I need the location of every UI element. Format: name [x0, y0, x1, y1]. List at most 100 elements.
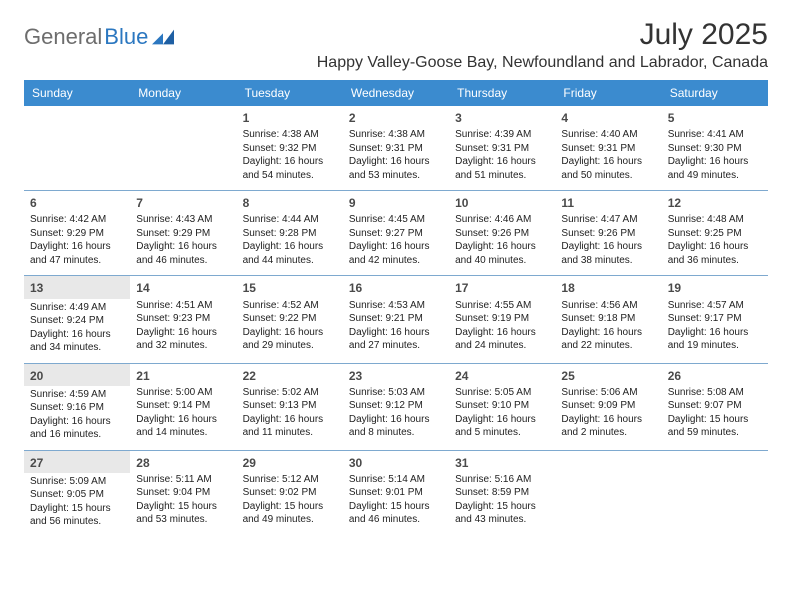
day-number: 3	[455, 110, 549, 126]
calendar-empty-cell	[24, 106, 130, 190]
day-number: 2	[349, 110, 443, 126]
logo-flag-icon	[152, 29, 174, 45]
location: Happy Valley-Goose Bay, Newfoundland and…	[317, 54, 768, 72]
daylight-text: Daylight: 16 hours and 50 minutes.	[561, 155, 655, 182]
calendar-day-cell: 4Sunrise: 4:40 AMSunset: 9:31 PMDaylight…	[555, 106, 661, 190]
sunset-text: Sunset: 9:05 PM	[30, 488, 124, 502]
sunset-text: Sunset: 9:12 PM	[349, 399, 443, 413]
sunset-text: Sunset: 9:24 PM	[30, 314, 124, 328]
sunset-text: Sunset: 9:04 PM	[136, 486, 230, 500]
calendar-day-cell: 21Sunrise: 5:00 AMSunset: 9:14 PMDayligh…	[130, 364, 236, 450]
daylight-text: Daylight: 15 hours and 56 minutes.	[30, 502, 124, 529]
sunset-text: Sunset: 9:21 PM	[349, 312, 443, 326]
weekday-header: Monday	[130, 80, 236, 106]
sunrise-text: Sunrise: 4:48 AM	[668, 213, 762, 227]
day-number: 22	[243, 368, 337, 384]
sunset-text: Sunset: 9:22 PM	[243, 312, 337, 326]
calendar-day-cell: 24Sunrise: 5:05 AMSunset: 9:10 PMDayligh…	[449, 364, 555, 450]
sunrise-text: Sunrise: 4:55 AM	[455, 299, 549, 313]
daylight-text: Daylight: 16 hours and 44 minutes.	[243, 240, 337, 267]
sunrise-text: Sunrise: 4:51 AM	[136, 299, 230, 313]
sunrise-text: Sunrise: 4:56 AM	[561, 299, 655, 313]
day-number: 25	[561, 368, 655, 384]
sunset-text: Sunset: 9:17 PM	[668, 312, 762, 326]
daylight-text: Daylight: 15 hours and 46 minutes.	[349, 500, 443, 527]
calendar-day-cell: 27Sunrise: 5:09 AMSunset: 9:05 PMDayligh…	[24, 451, 130, 537]
sunset-text: Sunset: 9:16 PM	[30, 401, 124, 415]
daylight-text: Daylight: 16 hours and 32 minutes.	[136, 326, 230, 353]
daylight-text: Daylight: 16 hours and 5 minutes.	[455, 413, 549, 440]
sunrise-text: Sunrise: 4:53 AM	[349, 299, 443, 313]
daylight-text: Daylight: 16 hours and 11 minutes.	[243, 413, 337, 440]
weekday-header: Wednesday	[343, 80, 449, 106]
header: General Blue July 2025 Happy Valley-Goos…	[24, 18, 768, 72]
day-number: 10	[455, 195, 549, 211]
calendar-day-cell: 7Sunrise: 4:43 AMSunset: 9:29 PMDaylight…	[130, 191, 236, 275]
sunrise-text: Sunrise: 5:02 AM	[243, 386, 337, 400]
daylight-text: Daylight: 16 hours and 53 minutes.	[349, 155, 443, 182]
daylight-text: Daylight: 16 hours and 46 minutes.	[136, 240, 230, 267]
daylight-text: Daylight: 16 hours and 54 minutes.	[243, 155, 337, 182]
weekday-header: Sunday	[24, 80, 130, 106]
daylight-text: Daylight: 16 hours and 42 minutes.	[349, 240, 443, 267]
sunset-text: Sunset: 9:30 PM	[668, 142, 762, 156]
sunset-text: Sunset: 9:31 PM	[561, 142, 655, 156]
calendar-day-cell: 15Sunrise: 4:52 AMSunset: 9:22 PMDayligh…	[237, 276, 343, 362]
calendar-day-cell: 17Sunrise: 4:55 AMSunset: 9:19 PMDayligh…	[449, 276, 555, 362]
sunset-text: Sunset: 9:13 PM	[243, 399, 337, 413]
sunrise-text: Sunrise: 4:42 AM	[30, 213, 124, 227]
sunrise-text: Sunrise: 4:38 AM	[349, 128, 443, 142]
day-number: 5	[668, 110, 762, 126]
calendar-day-cell: 9Sunrise: 4:45 AMSunset: 9:27 PMDaylight…	[343, 191, 449, 275]
calendar-day-cell: 20Sunrise: 4:59 AMSunset: 9:16 PMDayligh…	[24, 364, 130, 450]
sunset-text: Sunset: 9:32 PM	[243, 142, 337, 156]
calendar-day-cell: 13Sunrise: 4:49 AMSunset: 9:24 PMDayligh…	[24, 276, 130, 362]
calendar-empty-cell	[662, 451, 768, 537]
calendar-day-cell: 26Sunrise: 5:08 AMSunset: 9:07 PMDayligh…	[662, 364, 768, 450]
month-title: July 2025	[317, 18, 768, 52]
sunset-text: Sunset: 9:31 PM	[349, 142, 443, 156]
daylight-text: Daylight: 15 hours and 43 minutes.	[455, 500, 549, 527]
sunrise-text: Sunrise: 5:16 AM	[455, 473, 549, 487]
calendar: SundayMondayTuesdayWednesdayThursdayFrid…	[24, 80, 768, 537]
sunset-text: Sunset: 9:26 PM	[455, 227, 549, 241]
calendar-day-cell: 23Sunrise: 5:03 AMSunset: 9:12 PMDayligh…	[343, 364, 449, 450]
calendar-day-cell: 8Sunrise: 4:44 AMSunset: 9:28 PMDaylight…	[237, 191, 343, 275]
calendar-week-row: 1Sunrise: 4:38 AMSunset: 9:32 PMDaylight…	[24, 106, 768, 191]
sunset-text: Sunset: 9:07 PM	[668, 399, 762, 413]
daylight-text: Daylight: 16 hours and 51 minutes.	[455, 155, 549, 182]
sunrise-text: Sunrise: 4:57 AM	[668, 299, 762, 313]
calendar-day-cell: 14Sunrise: 4:51 AMSunset: 9:23 PMDayligh…	[130, 276, 236, 362]
daylight-text: Daylight: 16 hours and 49 minutes.	[668, 155, 762, 182]
calendar-week-row: 20Sunrise: 4:59 AMSunset: 9:16 PMDayligh…	[24, 364, 768, 451]
sunrise-text: Sunrise: 5:00 AM	[136, 386, 230, 400]
calendar-day-cell: 3Sunrise: 4:39 AMSunset: 9:31 PMDaylight…	[449, 106, 555, 190]
daylight-text: Daylight: 16 hours and 24 minutes.	[455, 326, 549, 353]
calendar-day-cell: 1Sunrise: 4:38 AMSunset: 9:32 PMDaylight…	[237, 106, 343, 190]
sunset-text: Sunset: 9:29 PM	[30, 227, 124, 241]
day-number: 18	[561, 280, 655, 296]
sunset-text: Sunset: 9:09 PM	[561, 399, 655, 413]
day-number: 14	[136, 280, 230, 296]
day-number: 1	[243, 110, 337, 126]
calendar-day-cell: 11Sunrise: 4:47 AMSunset: 9:26 PMDayligh…	[555, 191, 661, 275]
day-number: 7	[136, 195, 230, 211]
daylight-text: Daylight: 16 hours and 2 minutes.	[561, 413, 655, 440]
sunrise-text: Sunrise: 4:45 AM	[349, 213, 443, 227]
daylight-text: Daylight: 16 hours and 47 minutes.	[30, 240, 124, 267]
day-number: 13	[24, 276, 130, 298]
sunrise-text: Sunrise: 5:03 AM	[349, 386, 443, 400]
daylight-text: Daylight: 16 hours and 36 minutes.	[668, 240, 762, 267]
sunset-text: Sunset: 9:19 PM	[455, 312, 549, 326]
sunrise-text: Sunrise: 4:44 AM	[243, 213, 337, 227]
sunrise-text: Sunrise: 5:06 AM	[561, 386, 655, 400]
sunrise-text: Sunrise: 4:43 AM	[136, 213, 230, 227]
day-number: 11	[561, 195, 655, 211]
daylight-text: Daylight: 16 hours and 40 minutes.	[455, 240, 549, 267]
weekday-header: Tuesday	[237, 80, 343, 106]
logo-word2: Blue	[104, 24, 148, 50]
day-number: 31	[455, 455, 549, 471]
sunrise-text: Sunrise: 4:40 AM	[561, 128, 655, 142]
sunrise-text: Sunrise: 4:52 AM	[243, 299, 337, 313]
day-number: 26	[668, 368, 762, 384]
